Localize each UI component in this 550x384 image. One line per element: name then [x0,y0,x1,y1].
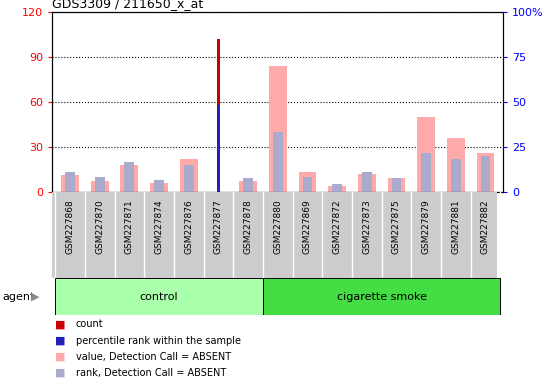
Text: ▶: ▶ [31,291,39,302]
Bar [421,153,431,192]
Bar [273,132,283,192]
Bar [392,179,402,192]
Bar [154,180,164,192]
Bar [150,183,168,192]
Bar [124,162,134,192]
Text: agent: agent [3,291,35,302]
Text: GSM227882: GSM227882 [481,199,490,253]
Text: ■: ■ [55,336,65,346]
Text: rank, Detection Call = ABSENT: rank, Detection Call = ABSENT [76,368,226,378]
Bar [302,177,312,192]
Bar [447,138,465,192]
Bar [299,172,316,192]
Bar [120,165,138,192]
Bar [358,174,376,192]
Bar [451,159,461,192]
Text: GSM227868: GSM227868 [65,199,75,254]
Text: control: control [140,291,178,302]
Text: percentile rank within the sample: percentile rank within the sample [76,336,241,346]
Bar [91,182,108,192]
Bar [481,156,491,192]
Bar [55,278,263,315]
Bar [269,66,287,192]
Bar [388,179,405,192]
Bar [243,179,253,192]
Bar [61,175,79,192]
Bar [180,159,197,192]
Bar [217,105,220,192]
Text: GSM227870: GSM227870 [95,199,104,254]
Text: value, Detection Call = ABSENT: value, Detection Call = ABSENT [76,352,231,362]
Bar [239,182,257,192]
Text: GSM227876: GSM227876 [184,199,193,254]
Text: GDS3309 / 211650_x_at: GDS3309 / 211650_x_at [52,0,204,10]
Text: ■: ■ [55,352,65,362]
Bar [65,172,75,192]
Bar [417,117,435,192]
Text: GSM227877: GSM227877 [214,199,223,254]
Text: ■: ■ [55,319,65,329]
Bar [184,165,194,192]
Bar [476,153,494,192]
Bar [263,278,500,315]
Bar [362,172,372,192]
Text: GSM227878: GSM227878 [244,199,252,254]
Text: GSM227869: GSM227869 [303,199,312,254]
Bar [217,39,220,192]
Bar [328,186,346,192]
Text: GSM227872: GSM227872 [333,199,342,253]
Text: GSM227875: GSM227875 [392,199,401,254]
Text: GSM227880: GSM227880 [273,199,282,254]
Text: cigarette smoke: cigarette smoke [337,291,427,302]
Text: GSM227873: GSM227873 [362,199,371,254]
Bar [332,184,342,192]
Text: GSM227881: GSM227881 [452,199,460,254]
Text: GSM227879: GSM227879 [422,199,431,254]
Text: GSM227874: GSM227874 [155,199,163,253]
Text: GSM227871: GSM227871 [125,199,134,254]
Bar [95,177,104,192]
Text: ■: ■ [55,368,65,378]
Text: count: count [76,319,103,329]
